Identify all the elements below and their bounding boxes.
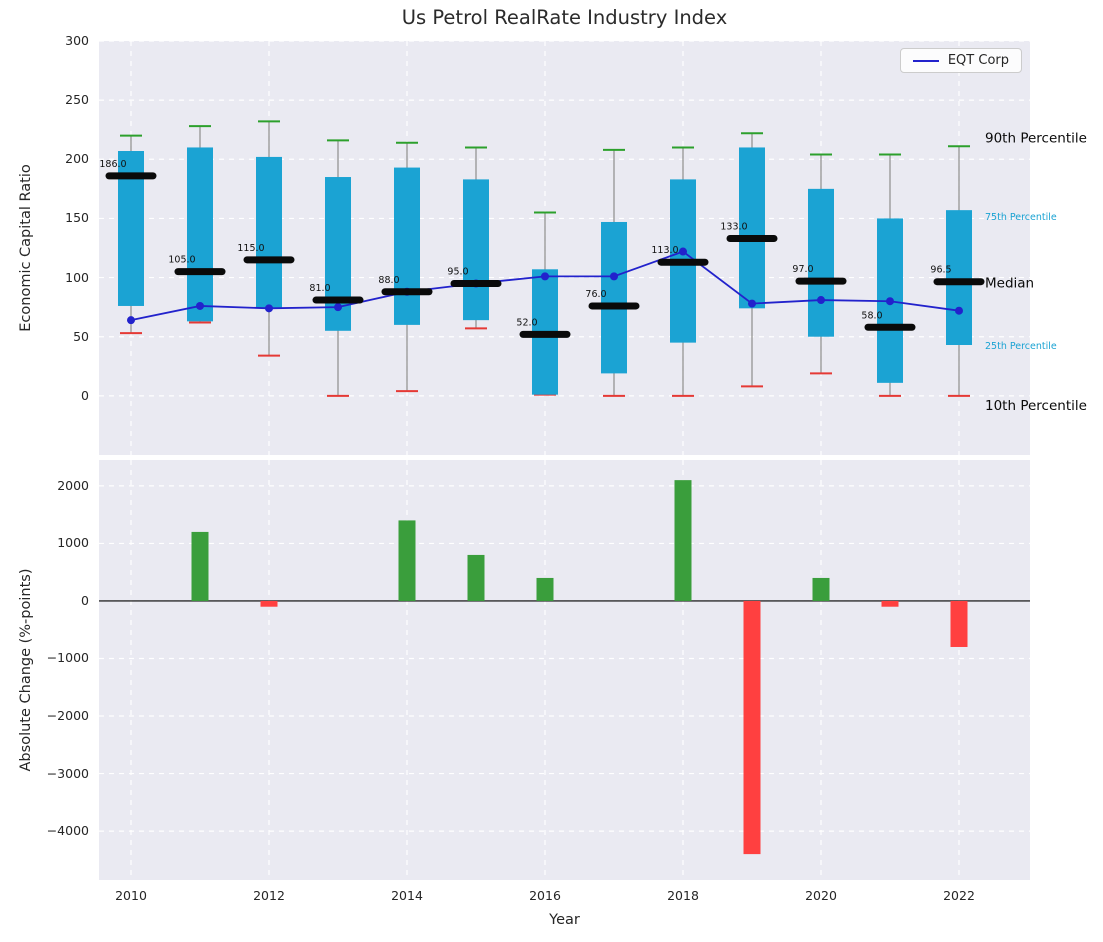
top-y-tick-label: 0 xyxy=(81,387,89,403)
x-tick-label: 2010 xyxy=(115,888,147,903)
median-value-label: 95.0 xyxy=(447,266,468,277)
change-bar xyxy=(536,577,554,601)
change-bar xyxy=(398,520,416,601)
eqt-marker xyxy=(748,299,756,308)
change-bar xyxy=(881,600,899,607)
bottom-y-tick-label: −2000 xyxy=(46,708,89,724)
change-bar xyxy=(674,480,692,601)
eqt-line-swatch xyxy=(912,59,939,62)
eqt-marker xyxy=(955,306,963,315)
change-bar xyxy=(467,554,485,601)
x-tick-label: 2016 xyxy=(529,888,561,903)
median-value-label: 58.0 xyxy=(861,310,882,321)
percentile-annotation: Median xyxy=(985,276,1034,292)
chart-title: Us Petrol RealRate Industry Index xyxy=(401,6,728,29)
top-y-tick-label: 300 xyxy=(65,33,89,48)
iqr-box xyxy=(601,221,627,374)
bottom-y-tick-label: 2000 xyxy=(57,477,89,493)
eqt-marker xyxy=(679,247,687,256)
median-value-label: 52.0 xyxy=(516,317,537,328)
change-bar xyxy=(743,600,761,855)
bottom-plot xyxy=(99,460,1030,880)
median-value-label: 81.0 xyxy=(309,283,330,294)
median-value-label: 88.0 xyxy=(378,275,399,286)
x-tick-label: 2022 xyxy=(943,888,975,903)
iqr-box xyxy=(808,188,834,337)
iqr-box xyxy=(946,210,972,345)
change-bar xyxy=(812,577,830,601)
eqt-marker xyxy=(265,304,273,313)
median-value-label: 97.0 xyxy=(792,264,813,275)
change-bar xyxy=(260,600,278,607)
top-y-tick-label: 50 xyxy=(73,328,89,344)
percentile-annotation: 90th Percentile xyxy=(985,130,1087,146)
eqt-marker xyxy=(886,297,894,306)
bottom-y-tick-label: 0 xyxy=(81,592,89,608)
percentile-annotation: 75th Percentile xyxy=(985,212,1057,223)
bottom-y-tick-label: 1000 xyxy=(57,535,89,551)
median-value-label: 105.0 xyxy=(168,255,195,266)
legend-label: EQT Corp xyxy=(947,53,1009,68)
change-bar xyxy=(191,531,209,601)
bottom-y-tick-label: −1000 xyxy=(46,650,89,666)
x-tick-label: 2020 xyxy=(805,888,837,903)
legend: EQT Corp xyxy=(899,48,1022,73)
median-value-label: 133.0 xyxy=(720,222,747,233)
bottom-y-tick-label: −3000 xyxy=(46,765,89,781)
top-plot: 186.0 105.0 115.0 81.0 88.0 95.0 52.0 76.0 113.0… xyxy=(99,40,1087,455)
iqr-box xyxy=(187,147,213,322)
top-y-tick-label: 250 xyxy=(65,92,89,108)
eqt-marker xyxy=(610,272,618,281)
x-axis-label: Year xyxy=(549,912,580,928)
median-value-label: 76.0 xyxy=(585,289,606,300)
median-value-label: 186.0 xyxy=(99,159,126,170)
bottom-panel xyxy=(99,460,1030,880)
eqt-marker xyxy=(817,296,825,305)
x-tick-label: 2012 xyxy=(253,888,285,903)
eqt-marker xyxy=(334,303,342,312)
iqr-box xyxy=(739,147,765,309)
percentile-annotation: 10th Percentile xyxy=(985,398,1087,414)
top-y-tick-label: 200 xyxy=(65,151,89,167)
median-value-label: 115.0 xyxy=(237,243,264,254)
eqt-marker xyxy=(541,272,549,281)
top-y-tick-label: 150 xyxy=(65,210,89,226)
top-y-tick-label: 100 xyxy=(65,269,89,285)
eqt-marker xyxy=(196,301,204,310)
change-bar xyxy=(950,600,968,647)
iqr-box xyxy=(256,156,282,309)
eqt-marker xyxy=(127,316,135,325)
x-tick-label: 2018 xyxy=(667,888,699,903)
top-panel: 186.0 105.0 115.0 81.0 88.0 95.0 52.0 76.0 113.0… xyxy=(99,40,1087,455)
bottom-y-tick-label: −4000 xyxy=(46,823,89,839)
iqr-box xyxy=(394,167,420,325)
percentile-annotation: 25th Percentile xyxy=(985,341,1057,352)
median-value-label: 113.0 xyxy=(651,245,678,256)
x-tick-label: 2014 xyxy=(391,888,423,903)
bottom-y-axis-label: Absolute Change (%-points) xyxy=(18,568,34,772)
median-value-label: 96.5 xyxy=(930,265,951,276)
iqr-box xyxy=(463,179,489,321)
